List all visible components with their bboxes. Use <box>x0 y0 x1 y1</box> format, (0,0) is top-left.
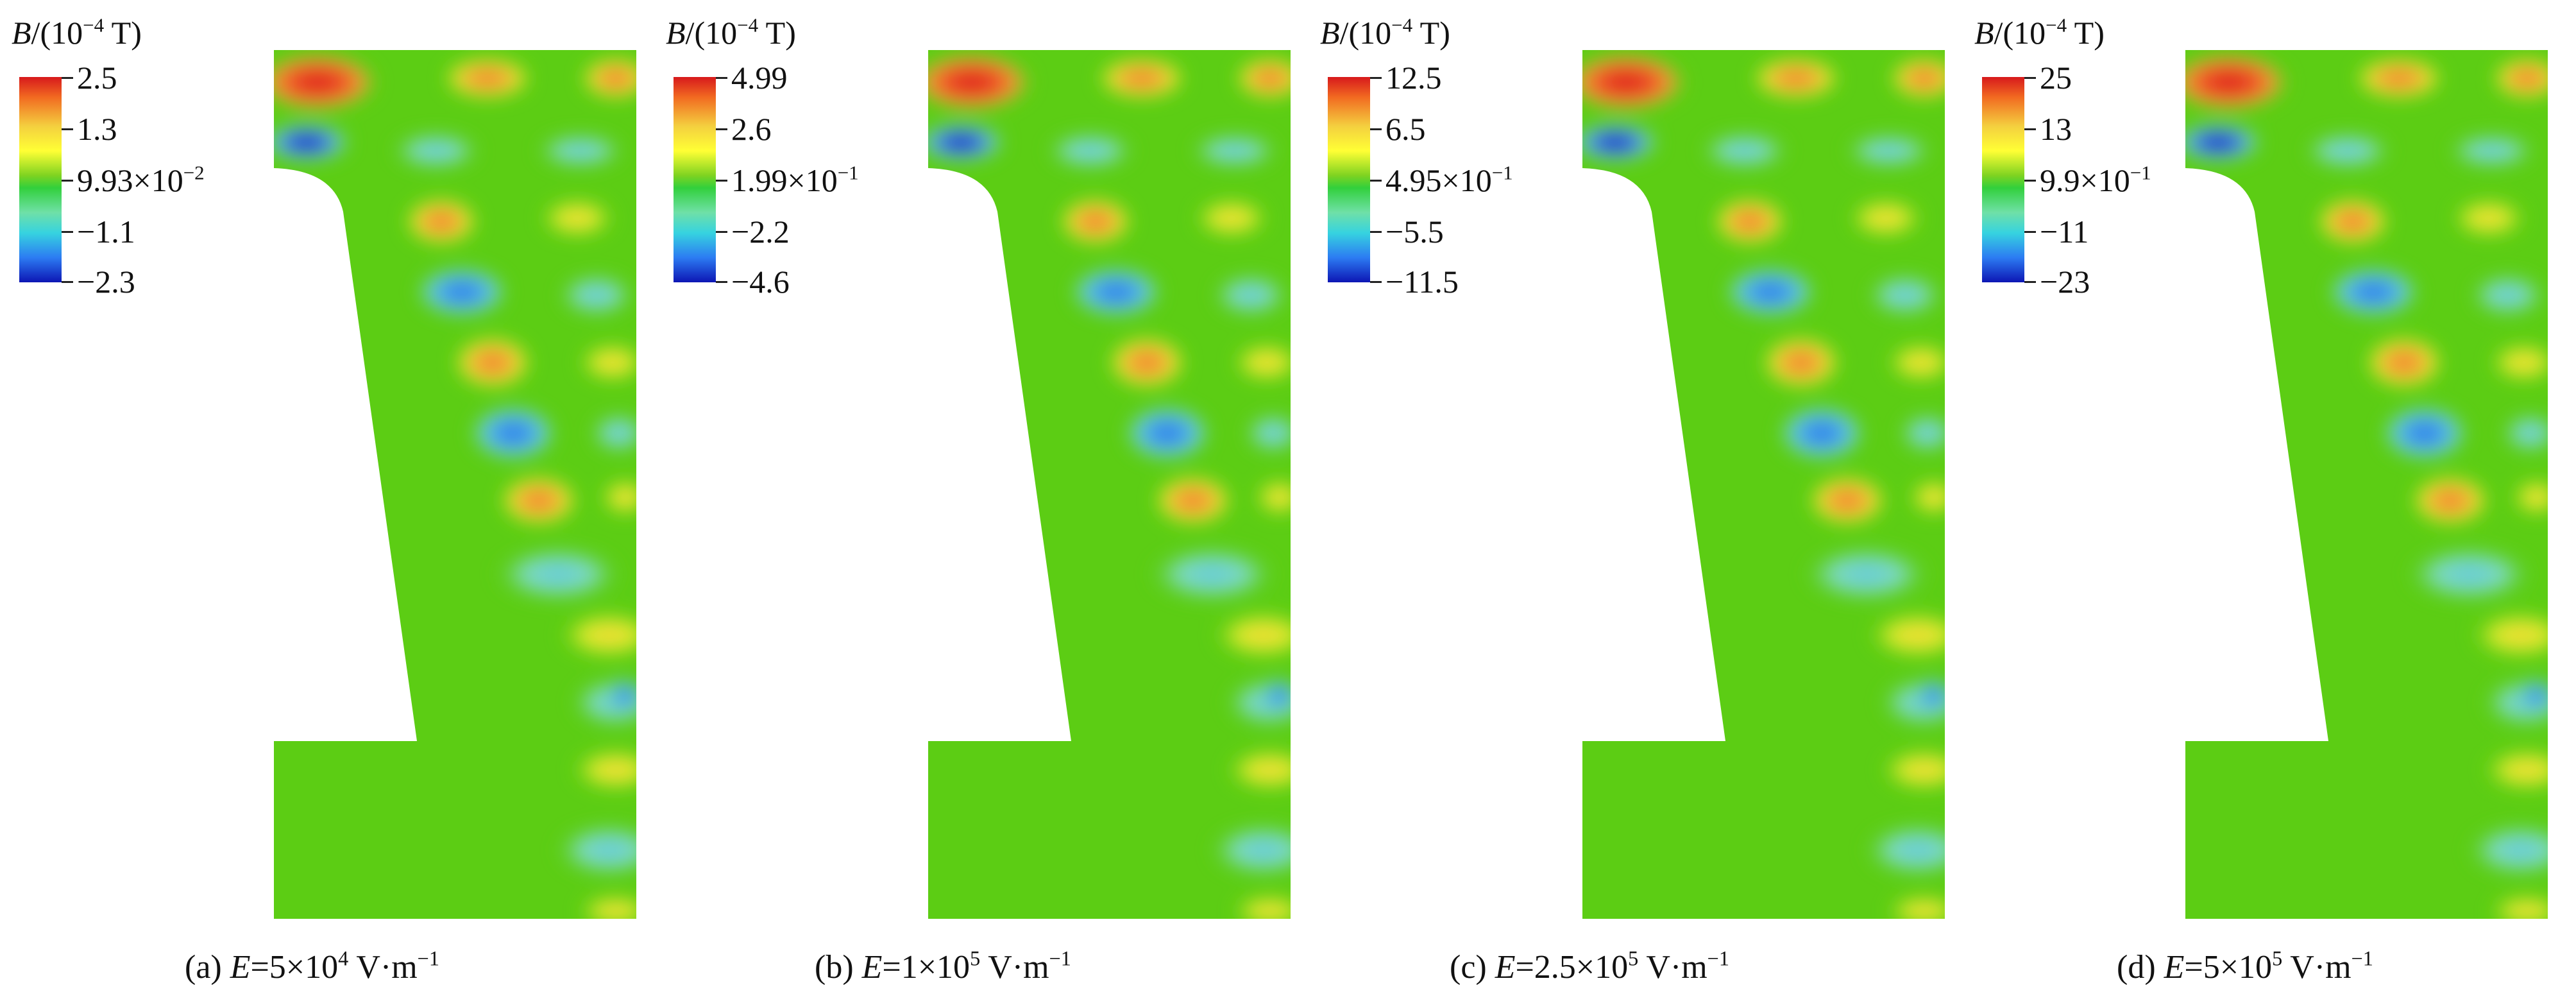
panel-caption: (c) E=2.5×105 V·m−1 <box>1450 946 1729 986</box>
panel-d: B/(10−4 T) 25 13 9.9×10−1 −11 −23 (d) E=… <box>1963 0 2576 1008</box>
panel-caption: (a) E=5×104 V·m−1 <box>185 946 439 986</box>
panel-b: B/(10−4 T) 4.99 2.6 1.99×10−1 −2.2 −4.6 … <box>654 0 1298 1008</box>
colorbar-tick-label: −1.1 <box>77 214 135 250</box>
colorbar-tick-label: 2.6 <box>731 111 772 147</box>
colorbar-tick-label: −5.5 <box>1385 214 1444 250</box>
colorbar-title: B/(10−4 T) <box>1320 13 1450 51</box>
field-plot <box>1582 50 1945 919</box>
colorbar <box>674 77 716 282</box>
colorbar-tick-label: −11 <box>2040 214 2089 250</box>
colorbar-title: B/(10−4 T) <box>12 13 142 51</box>
colorbar-tick-label: −4.6 <box>731 264 790 300</box>
colorbar <box>19 77 62 282</box>
panel-c: B/(10−4 T) 12.5 6.5 4.95×10−1 −5.5 −11.5… <box>1309 0 1953 1008</box>
colorbar-tick-label: 4.95×10−1 <box>1385 161 1513 198</box>
colorbar-tick-label: −2.3 <box>77 264 135 300</box>
panel-caption: (d) E=5×105 V·m−1 <box>2117 946 2373 986</box>
field-plot <box>928 50 1291 919</box>
colorbar-tick-label: 2.5 <box>77 60 117 96</box>
colorbar-tick-label: 12.5 <box>1385 60 1442 96</box>
colorbar-tick-label: 1.99×10−1 <box>731 161 859 198</box>
colorbar-title: B/(10−4 T) <box>1974 13 2105 51</box>
colorbar-tick-label: −23 <box>2040 264 2090 300</box>
field-plot <box>2185 50 2548 919</box>
colorbar <box>1328 77 1370 282</box>
colorbar-tick-label: −2.2 <box>731 214 790 250</box>
colorbar-tick-label: −11.5 <box>1385 264 1459 300</box>
colorbar-title: B/(10−4 T) <box>666 13 796 51</box>
colorbar-tick-label: 4.99 <box>731 60 788 96</box>
colorbar <box>1982 77 2024 282</box>
colorbar-tick-label: 9.93×10−2 <box>77 161 205 198</box>
panel-caption: (b) E=1×105 V·m−1 <box>815 946 1071 986</box>
colorbar-tick-label: 9.9×10−1 <box>2040 161 2151 198</box>
colorbar-tick-label: 6.5 <box>1385 111 1426 147</box>
colorbar-tick-label: 13 <box>2040 111 2072 147</box>
colorbar-tick-label: 25 <box>2040 60 2072 96</box>
colorbar-tick-label: 1.3 <box>77 111 117 147</box>
panel-a: B/(10−4 T) 2.5 1.3 9.93×10−2 −1.1 −2.3 (… <box>0 0 644 1008</box>
field-plot <box>274 50 636 919</box>
